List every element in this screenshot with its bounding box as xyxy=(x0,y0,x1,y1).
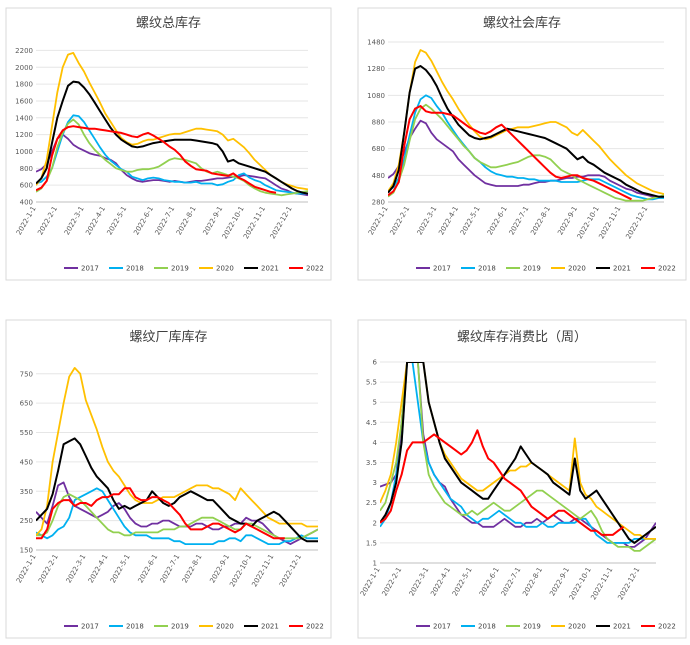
y-tick-label: 4.5 xyxy=(366,419,377,427)
legend-label-2021: 2021 xyxy=(613,265,631,273)
legend-label-2018: 2018 xyxy=(478,623,496,631)
legend-label-2022: 2022 xyxy=(658,265,676,273)
chart-title: 螺纹总库存 xyxy=(136,15,201,31)
y-tick-label: 1.5 xyxy=(366,539,377,547)
panel-frame xyxy=(5,319,332,639)
y-tick-label: 400 xyxy=(20,199,33,207)
series-line-2018 xyxy=(36,487,318,545)
series-line-2018 xyxy=(36,114,308,195)
series-line-2021 xyxy=(380,362,656,544)
y-tick-label: 2.5 xyxy=(366,499,377,507)
legend-label-2019: 2019 xyxy=(523,623,541,631)
legend-label-2017: 2017 xyxy=(433,265,451,273)
y-tick-label: 1800 xyxy=(15,81,33,89)
y-tick-label: 600 xyxy=(20,182,33,190)
y-tick-label: 680 xyxy=(372,145,385,153)
y-tick-label: 3.5 xyxy=(366,459,377,467)
legend-label-2022: 2022 xyxy=(306,265,324,273)
y-tick-label: 280 xyxy=(372,199,385,207)
series-line-2021 xyxy=(36,80,308,195)
series-line-2022 xyxy=(388,105,632,201)
chart-panel-4: 螺纹库存消费比（周）11.522.533.544.555.562022-1-12… xyxy=(357,319,687,639)
y-tick-label: 1200 xyxy=(15,131,33,139)
legend-label-2021: 2021 xyxy=(261,623,279,631)
series-line-2018 xyxy=(388,94,664,201)
y-tick-label: 1600 xyxy=(15,97,33,105)
series-line-2018 xyxy=(380,362,656,544)
y-tick-label: 880 xyxy=(372,119,385,127)
y-tick-label: 350 xyxy=(20,488,33,496)
y-tick-label: 450 xyxy=(20,458,33,466)
legend-label-2019: 2019 xyxy=(523,265,541,273)
legend-label-2018: 2018 xyxy=(126,623,144,631)
y-tick-label: 2000 xyxy=(15,64,33,72)
y-tick-label: 1480 xyxy=(367,39,385,47)
series-line-2017 xyxy=(36,481,318,545)
series-line-2020 xyxy=(36,52,308,191)
series-line-2022 xyxy=(380,429,625,536)
legend-label-2017: 2017 xyxy=(81,623,99,631)
chart-panel-2: 螺纹社会库存2804806808801080128014802022-1-120… xyxy=(357,7,687,281)
y-tick-label: 5 xyxy=(373,399,377,407)
y-tick-label: 1000 xyxy=(15,148,33,156)
series-line-2019 xyxy=(36,118,308,197)
legend-label-2022: 2022 xyxy=(658,623,676,631)
y-tick-label: 1080 xyxy=(367,92,385,100)
series-line-2017 xyxy=(388,119,664,198)
y-tick-label: 1 xyxy=(373,560,377,568)
y-tick-label: 800 xyxy=(20,165,33,173)
series-line-2019 xyxy=(380,362,656,552)
y-tick-label: 1400 xyxy=(15,114,33,122)
legend-label-2018: 2018 xyxy=(126,265,144,273)
legend-label-2021: 2021 xyxy=(613,623,631,631)
y-tick-label: 550 xyxy=(20,429,33,437)
chart-title: 螺纹厂库库存 xyxy=(129,329,207,345)
series-line-2021 xyxy=(36,437,318,543)
y-tick-label: 480 xyxy=(372,172,385,180)
y-tick-label: 2200 xyxy=(15,47,33,55)
series-line-2020 xyxy=(36,366,318,536)
y-tick-label: 6 xyxy=(373,359,378,367)
legend-label-2020: 2020 xyxy=(568,623,586,631)
y-tick-label: 5.5 xyxy=(366,379,377,387)
series-line-2019 xyxy=(388,103,664,202)
legend-label-2018: 2018 xyxy=(478,265,496,273)
chart-title: 螺纹社会库存 xyxy=(483,15,561,31)
y-tick-label: 250 xyxy=(20,517,33,525)
legend-label-2017: 2017 xyxy=(433,623,451,631)
y-tick-label: 1280 xyxy=(367,65,385,73)
y-tick-label: 2 xyxy=(373,519,377,527)
panel-frame xyxy=(357,319,687,639)
legend-label-2022: 2022 xyxy=(306,623,324,631)
legend-label-2019: 2019 xyxy=(171,623,189,631)
legend-label-2020: 2020 xyxy=(568,265,586,273)
legend-label-2020: 2020 xyxy=(216,265,234,273)
series-line-2022 xyxy=(36,125,277,194)
legend-label-2020: 2020 xyxy=(216,623,234,631)
series-line-2022 xyxy=(36,487,285,540)
y-tick-label: 750 xyxy=(20,370,33,378)
y-tick-label: 650 xyxy=(20,400,33,408)
series-line-2021 xyxy=(388,65,664,198)
legend-label-2019: 2019 xyxy=(171,265,189,273)
legend-label-2021: 2021 xyxy=(261,265,279,273)
series-line-2020 xyxy=(388,49,664,195)
chart-panel-1: 螺纹总库存 400 600 800 1000 1200 1400 1600 1800 2000 22… xyxy=(5,7,332,281)
y-tick-label: 3 xyxy=(373,479,377,487)
chart-title: 螺纹库存消费比（周） xyxy=(457,329,587,345)
y-tick-label: 150 xyxy=(20,547,33,555)
y-tick-label: 4 xyxy=(373,439,378,447)
legend-label-2017: 2017 xyxy=(81,265,99,273)
